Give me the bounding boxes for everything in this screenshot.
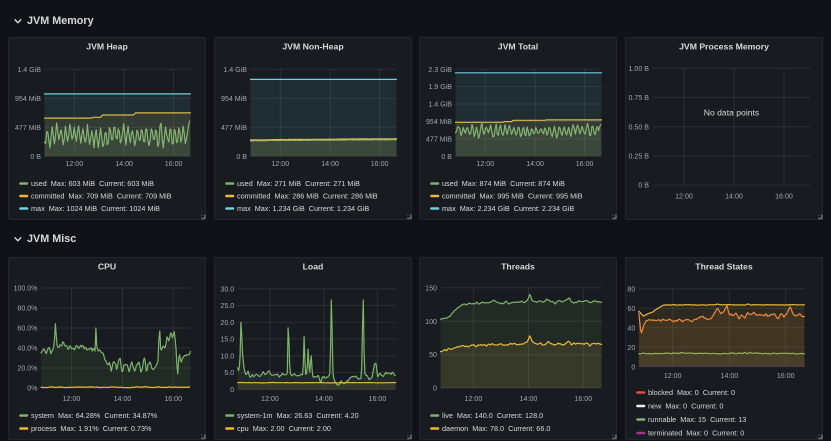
svg-text:0 B: 0 B (442, 152, 453, 160)
svg-text:14:00: 14:00 (315, 395, 333, 403)
svg-text:14:00: 14:00 (725, 192, 743, 200)
svg-text:40.0%: 40.0% (17, 344, 38, 352)
svg-text:16:00: 16:00 (576, 159, 594, 167)
svg-text:0: 0 (631, 363, 635, 371)
svg-text:954 MiB: 954 MiB (15, 94, 41, 102)
svg-text:10.0: 10.0 (220, 352, 234, 360)
svg-text:No data points: No data points (704, 107, 759, 117)
svg-text:25.0: 25.0 (220, 302, 234, 310)
svg-text:new Max: 0 Current: 0: new Max: 0 Current: 0 (648, 401, 723, 410)
svg-text:16:00: 16:00 (368, 395, 386, 403)
svg-text:used Max: 603 MiB Current: 6: used Max: 603 MiB Current: 603 MiB (31, 179, 154, 188)
svg-text:12:00: 12:00 (65, 159, 83, 167)
svg-text:cpu Max: 2.00 Current: 2.00: cpu Max: 2.00 Current: 2.00 (237, 424, 331, 433)
svg-text:20.0: 20.0 (220, 318, 234, 326)
svg-text:12:00: 12:00 (271, 159, 289, 167)
svg-text:runnable Max: 15 Current: 13: runnable Max: 15 Current: 13 (648, 415, 746, 424)
svg-text:30.0: 30.0 (220, 285, 234, 293)
svg-text:16:00: 16:00 (777, 372, 795, 380)
svg-text:477 MiB: 477 MiB (221, 123, 247, 131)
svg-text:20.0%: 20.0% (17, 364, 38, 372)
svg-text:16:00: 16:00 (575, 395, 593, 403)
svg-text:0: 0 (433, 384, 437, 392)
svg-text:477 MiB: 477 MiB (426, 135, 452, 143)
svg-text:0: 0 (230, 386, 234, 394)
svg-text:1.4 GiB: 1.4 GiB (17, 65, 41, 73)
svg-text:1.9 GiB: 1.9 GiB (429, 83, 453, 91)
svg-text:terminated Max: 0 Current: 0: terminated Max: 0 Current: 0 (648, 428, 744, 437)
svg-text:100.0%: 100.0% (13, 284, 38, 292)
svg-text:14:00: 14:00 (115, 159, 133, 167)
svg-text:16:00: 16:00 (775, 192, 793, 200)
svg-text:12:00: 12:00 (477, 159, 495, 167)
svg-text:live Max: 140.0 Current: 128: live Max: 140.0 Current: 128.0 (442, 411, 543, 420)
svg-text:JVM Non-Heap: JVM Non-Heap (282, 41, 343, 51)
svg-text:1.00 B: 1.00 B (629, 64, 650, 72)
svg-text:15.0: 15.0 (220, 335, 234, 343)
svg-text:max Max: 1024 MiB Current: 1: max Max: 1024 MiB Current: 1024 MiB (31, 204, 160, 213)
svg-text:0 B: 0 B (236, 152, 247, 160)
svg-text:JVM Total: JVM Total (498, 41, 538, 51)
svg-text:60: 60 (628, 304, 636, 312)
svg-text:5.0: 5.0 (224, 369, 234, 377)
svg-text:committed Max: 995 MiB Curre: committed Max: 995 MiB Current: 995 MiB (442, 191, 583, 200)
svg-text:16:00: 16:00 (370, 159, 388, 167)
svg-text:100: 100 (426, 317, 438, 325)
svg-text:50: 50 (430, 351, 438, 359)
svg-text:12:00: 12:00 (465, 395, 483, 403)
svg-text:CPU: CPU (98, 261, 116, 271)
svg-text:40: 40 (628, 324, 636, 332)
svg-text:12:00: 12:00 (63, 395, 81, 403)
svg-text:0.25 B: 0.25 B (629, 152, 650, 160)
svg-text:80: 80 (628, 285, 636, 293)
svg-text:80.0%: 80.0% (17, 304, 38, 312)
svg-text:14:00: 14:00 (721, 372, 739, 380)
svg-text:blocked Max: 0 Current: 0: blocked Max: 0 Current: 0 (648, 388, 735, 397)
svg-text:system-1m Max: 26.63 Current: system-1m Max: 26.63 Current: 4.20 (237, 411, 359, 420)
svg-text:JVM Process Memory: JVM Process Memory (679, 41, 769, 51)
svg-text:477 MiB: 477 MiB (15, 123, 41, 131)
svg-text:954 MiB: 954 MiB (221, 94, 247, 102)
svg-text:used Max: 271 MiB Current: 2: used Max: 271 MiB Current: 271 MiB (237, 179, 360, 188)
svg-text:system Max: 64.28% Current:: system Max: 64.28% Current: 34.87% (31, 411, 158, 420)
svg-text:150: 150 (426, 284, 438, 292)
svg-text:0.75 B: 0.75 B (629, 94, 650, 102)
svg-text:14:00: 14:00 (321, 159, 339, 167)
svg-text:954 MiB: 954 MiB (426, 118, 452, 126)
svg-text:14:00: 14:00 (114, 395, 132, 403)
svg-text:0.50 B: 0.50 B (629, 123, 650, 131)
svg-text:0 B: 0 B (30, 152, 41, 160)
svg-text:2.3 GiB: 2.3 GiB (429, 65, 453, 73)
svg-text:14:00: 14:00 (520, 395, 538, 403)
svg-text:committed Max: 709 MiB Curre: committed Max: 709 MiB Current: 709 MiB (31, 191, 172, 200)
svg-text:0 B: 0 B (638, 181, 649, 189)
svg-text:12:00: 12:00 (675, 192, 693, 200)
svg-text:process Max: 1.91% Current:: process Max: 1.91% Current: 0.73% (31, 424, 152, 433)
svg-text:Threads: Threads (501, 261, 535, 271)
svg-text:committed Max: 286 MiB Curre: committed Max: 286 MiB Current: 286 MiB (237, 191, 378, 200)
svg-text:16:00: 16:00 (165, 159, 183, 167)
svg-text:20: 20 (628, 343, 636, 351)
svg-text:1.4 GiB: 1.4 GiB (223, 65, 247, 73)
svg-text:JVM Heap: JVM Heap (86, 41, 128, 51)
svg-text:Thread States: Thread States (695, 261, 753, 271)
svg-text:60.0%: 60.0% (17, 324, 38, 332)
svg-text:12:00: 12:00 (261, 395, 279, 403)
svg-text:max Max: 1.234 GiB Current:: max Max: 1.234 GiB Current: 1.234 GiB (237, 204, 369, 213)
svg-text:12:00: 12:00 (664, 372, 682, 380)
svg-text:max Max: 2.234 GiB Current:: max Max: 2.234 GiB Current: 2.234 GiB (442, 204, 574, 213)
svg-text:daemon Max: 78.0 Current: 66: daemon Max: 78.0 Current: 66.0 (442, 424, 550, 433)
svg-text:Load: Load (302, 261, 323, 271)
svg-text:0%: 0% (27, 384, 38, 392)
svg-text:1.4 GiB: 1.4 GiB (429, 100, 453, 108)
svg-text:16:00: 16:00 (164, 395, 182, 403)
svg-text:used Max: 874 MiB Current: 8: used Max: 874 MiB Current: 874 MiB (442, 179, 565, 188)
svg-text:14:00: 14:00 (527, 159, 545, 167)
